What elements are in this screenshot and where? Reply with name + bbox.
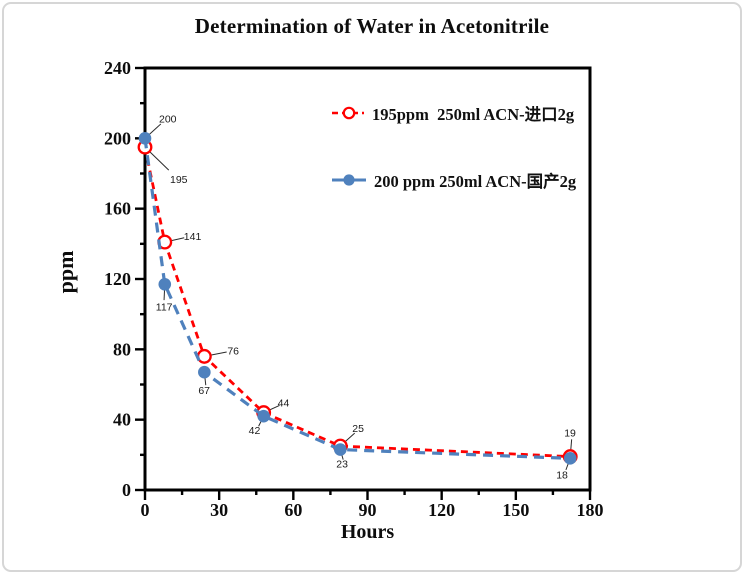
legend-marker-filled-circle-icon xyxy=(332,174,366,186)
data-point-filled xyxy=(138,132,152,145)
legend-item-imported: 195ppm 250ml ACN-进口2g xyxy=(331,102,574,124)
x-tick-label: 150 xyxy=(502,500,529,520)
data-point-filled xyxy=(334,443,347,456)
y-tick-label: 160 xyxy=(104,199,131,219)
y-tick-label: 200 xyxy=(104,128,131,148)
data-point-label: 76 xyxy=(227,345,239,357)
y-axis-title: ppm xyxy=(53,250,78,294)
x-tick-label: 0 xyxy=(141,500,150,520)
data-point-open xyxy=(196,348,212,364)
x-tick-label: 90 xyxy=(359,500,377,520)
data-point-label: 18 xyxy=(556,469,568,481)
y-tick-label: 240 xyxy=(104,58,131,78)
x-axis-title: Hours xyxy=(340,521,395,543)
data-point-label: 44 xyxy=(278,398,290,410)
x-tick-label: 60 xyxy=(284,500,302,520)
data-point-label: 67 xyxy=(198,385,210,397)
axis-frame xyxy=(143,66,592,492)
data-point-filled xyxy=(563,452,577,465)
data-point-filled xyxy=(158,277,172,291)
legend-label-domestic: 200 ppm 250ml ACN-国产2g xyxy=(374,172,577,191)
data-point-label: 200 xyxy=(159,113,177,125)
x-tick-label: 120 xyxy=(428,500,455,520)
chart-title: Determination of Water in Acetonitrile xyxy=(194,14,550,38)
y-tick-label: 80 xyxy=(113,339,131,359)
y-tick-label: 0 xyxy=(122,480,131,500)
data-point-label: 141 xyxy=(184,231,202,243)
legend-marker-open-circle-icon xyxy=(332,106,364,120)
series-line-0 xyxy=(143,146,571,458)
data-point-label: 23 xyxy=(336,459,348,471)
y-tick-label: 120 xyxy=(104,269,131,289)
data-point-label: 195 xyxy=(170,174,188,186)
legend-item-domestic: 200 ppm 250ml ACN-国产2g xyxy=(331,169,576,191)
y-tick-label: 40 xyxy=(113,410,131,430)
data-point-label: 42 xyxy=(249,425,261,437)
series-line-1 xyxy=(143,138,571,460)
x-tick-label: 30 xyxy=(210,500,228,520)
data-point-label: 25 xyxy=(352,423,364,435)
data-point-filled xyxy=(257,409,270,423)
data-point-filled xyxy=(198,365,211,379)
x-tick-label: 180 xyxy=(577,500,604,520)
data-point-label: 19 xyxy=(564,428,576,440)
legend-label-imported: 195ppm 250ml ACN-进口2g xyxy=(372,105,575,124)
data-point-label: 117 xyxy=(156,301,173,313)
